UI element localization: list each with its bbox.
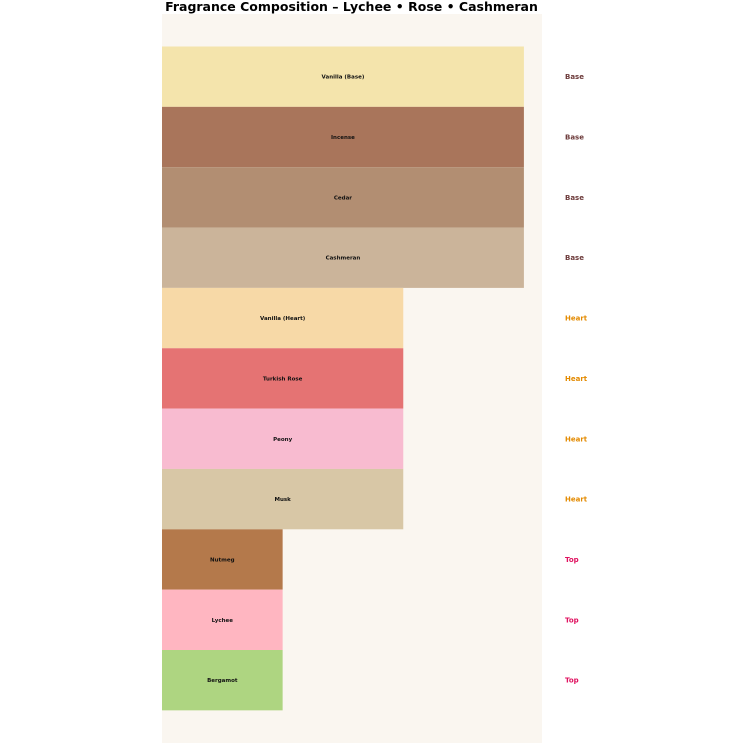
bar-incense xyxy=(162,106,524,168)
tier-label-turkish-rose: Heart xyxy=(565,375,588,383)
chart-title: Fragrance Composition – Lychee • Rose • … xyxy=(165,0,538,14)
bar-cashmeran xyxy=(162,227,524,288)
tier-label-vanilla-heart: Heart xyxy=(565,315,588,323)
bar-label-turkish-rose: Turkish Rose xyxy=(263,376,303,382)
tier-label-musk: Heart xyxy=(565,496,588,504)
tier-label-incense: Base xyxy=(565,134,584,142)
bar-lychee xyxy=(162,589,283,650)
bar-label-lychee: Lychee xyxy=(212,618,234,624)
bar-labels-group: Vanilla (Base) Incense Cedar Cashmeran Vanil… xyxy=(207,75,365,684)
bar-turkish-rose xyxy=(162,348,404,409)
bar-musk xyxy=(162,468,404,530)
tier-label-lychee: Top xyxy=(565,616,579,624)
bar-bergamot xyxy=(162,650,283,711)
tier-label-vanilla-base: Base xyxy=(565,73,584,81)
bar-label-incense: Incense xyxy=(331,135,355,141)
tier-label-cedar: Base xyxy=(565,194,584,202)
bar-label-nutmeg: Nutmeg xyxy=(210,557,235,563)
bar-peony xyxy=(162,408,404,469)
tier-label-bergamot: Top xyxy=(565,677,579,685)
tier-label-cashmeran: Base xyxy=(565,254,584,262)
bar-label-cashmeran: Cashmeran xyxy=(326,256,361,262)
bar-label-cedar: Cedar xyxy=(334,195,352,201)
bar-vanilla-heart xyxy=(162,287,404,349)
bar-label-musk: Musk xyxy=(274,497,291,503)
bars-group xyxy=(162,46,524,711)
bar-nutmeg xyxy=(162,529,283,590)
bar-label-peony: Peony xyxy=(273,437,292,443)
bar-vanilla-base xyxy=(162,46,524,107)
bar-cedar xyxy=(162,167,524,228)
bar-label-vanilla-base: Vanilla (Base) xyxy=(322,75,365,81)
bar-label-bergamot: Bergamot xyxy=(207,678,238,684)
tier-label-nutmeg: Top xyxy=(565,556,579,564)
tier-labels-group: Base Base Base Base Heart Heart Heart Heart Top T… xyxy=(565,73,588,685)
tier-label-peony: Heart xyxy=(565,435,588,443)
bar-label-vanilla-heart: Vanilla (Heart) xyxy=(260,316,306,322)
